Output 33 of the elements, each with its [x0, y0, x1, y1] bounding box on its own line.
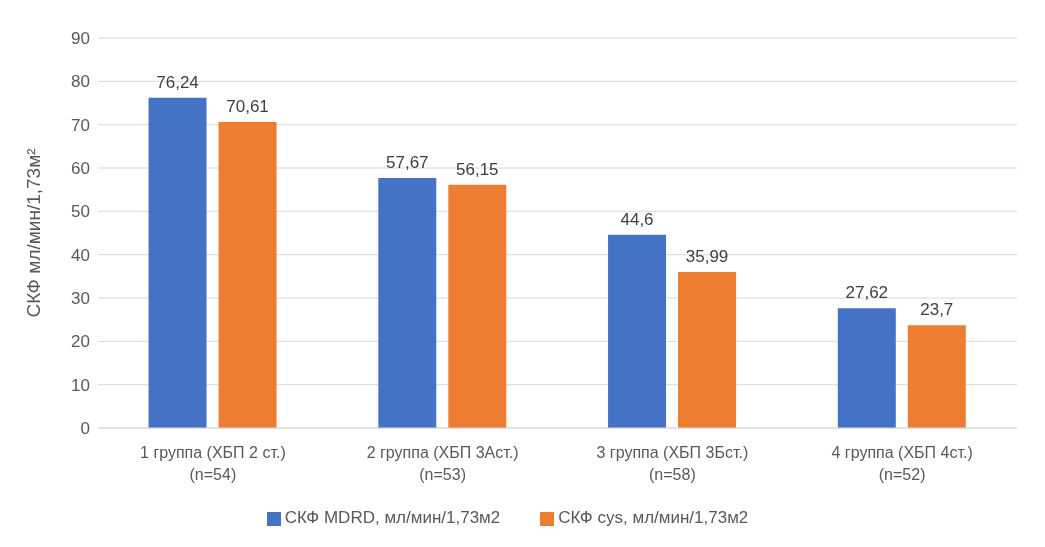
bar	[218, 122, 277, 428]
data-label: 56,15	[456, 159, 499, 179]
y-tick-label: 30	[71, 289, 90, 309]
y-axis-title: СКФ мл/мин/1,73м²	[23, 148, 44, 318]
data-label: 23,7	[920, 300, 954, 320]
bar	[608, 234, 667, 428]
data-label: 70,61	[226, 97, 269, 117]
y-tick-label: 60	[71, 159, 90, 179]
legend-label: СКФ cys, мл/мин/1,73м2	[558, 508, 749, 527]
bar	[678, 272, 737, 428]
bar	[448, 184, 507, 428]
y-tick-label: 0	[80, 419, 90, 439]
y-tick-label: 90	[71, 29, 90, 49]
bar	[148, 97, 207, 428]
y-tick-label: 50	[71, 202, 90, 222]
y-tick-label: 70	[71, 115, 90, 135]
x-tick-label: 1 группа (ХБП 2 ст.) (n=54)	[140, 444, 286, 483]
data-label: 35,99	[685, 247, 729, 267]
y-tick-label: 40	[71, 245, 90, 265]
data-label: 76,24	[156, 72, 199, 92]
x-tick-label: 2 группа (ХБП 3Аст.) (n=53)	[366, 444, 519, 483]
y-tick-label: 80	[71, 72, 90, 92]
data-label: 44,6	[620, 209, 654, 229]
y-tick-label: 10	[71, 375, 90, 395]
data-label: 57,67	[386, 153, 429, 173]
legend-label: СКФ MDRD, мл/мин/1,73м2	[284, 508, 501, 527]
bar	[378, 178, 437, 428]
data-label: 27,62	[845, 283, 889, 303]
bar	[837, 308, 896, 428]
bar	[907, 325, 966, 428]
y-tick-label: 20	[71, 332, 90, 352]
x-tick-label: 3 группа (ХБП 3Бст.) (n=58)	[596, 444, 749, 483]
x-tick-label: 4 группа (ХБП 4ст.) (n=52)	[831, 444, 973, 483]
